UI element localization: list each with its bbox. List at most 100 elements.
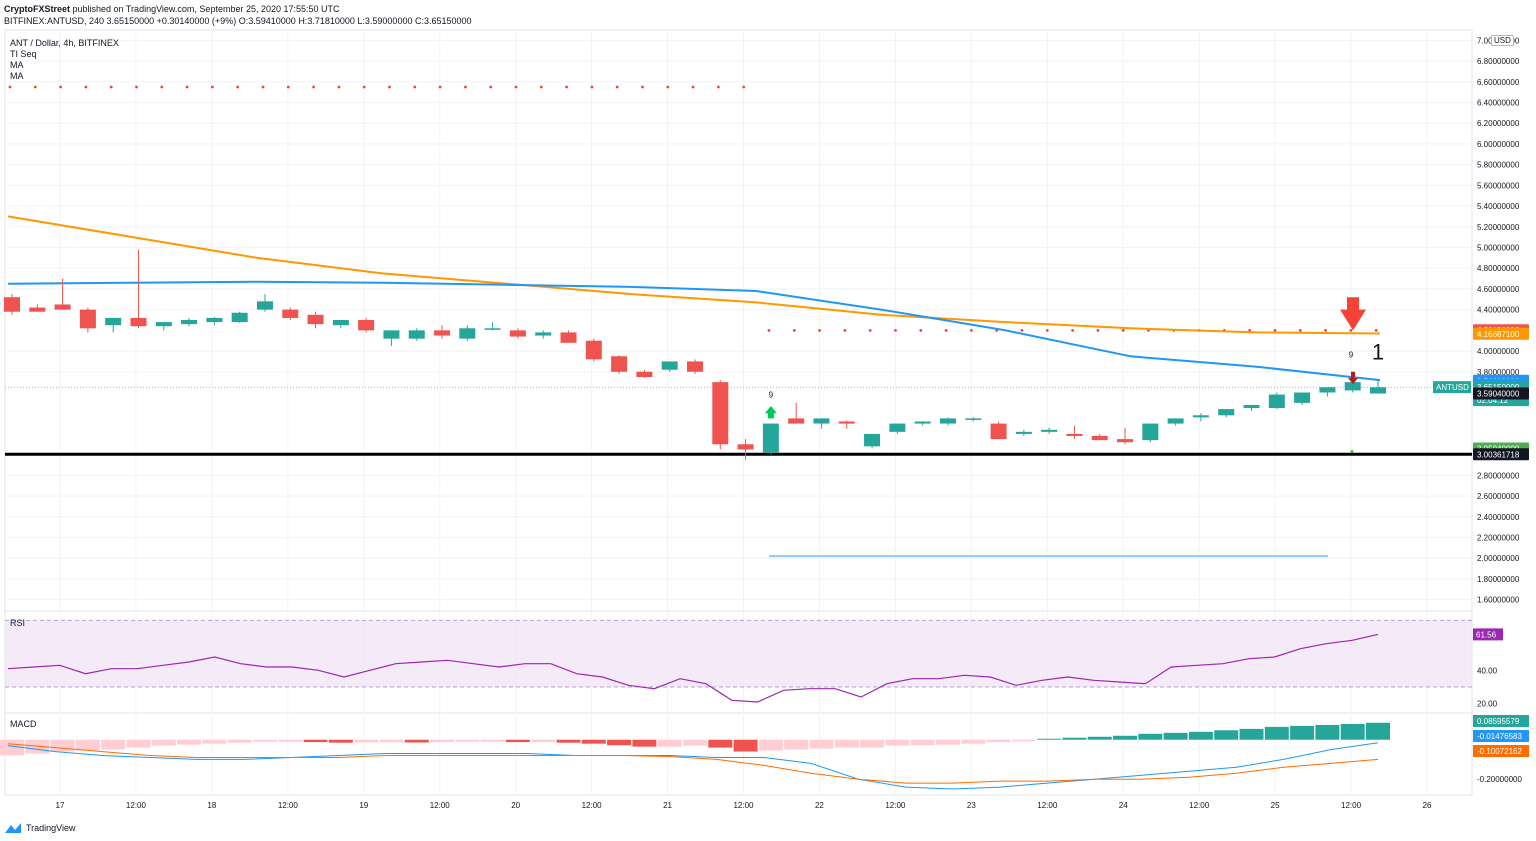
candle-body: [1218, 409, 1235, 416]
rsi-tag-label: 61.56: [1476, 630, 1497, 639]
ti-seq-dot: [1045, 328, 1049, 332]
candle-body: [864, 433, 881, 447]
macd-histogram-bar: [1290, 725, 1315, 740]
ti-seq-dot: [438, 85, 442, 89]
candle-body: [1344, 382, 1361, 391]
ti-seq-dot: [84, 85, 88, 89]
ti-seq-dot: [590, 85, 594, 89]
candle-body: [1268, 394, 1285, 409]
y-tick-label: 5.40000000: [1477, 202, 1520, 211]
macd-histogram-bar: [252, 739, 277, 742]
macd-signal-line: [7, 743, 1379, 784]
macd-tag-label: -0.10072162: [1477, 747, 1522, 756]
macd-histogram-bar: [430, 739, 455, 743]
ti-seq-dot: [615, 85, 619, 89]
ti-seq-dot: [1071, 328, 1074, 332]
x-tick-label: 26: [1423, 801, 1432, 810]
candle-body: [965, 418, 982, 420]
candle-body: [1370, 387, 1386, 394]
candle-body: [788, 418, 805, 424]
ti-seq-dot: [691, 85, 695, 89]
symbol-label: BITFINEX:ANTUSD, 240: [4, 16, 105, 26]
currency-button[interactable]: USD: [1491, 35, 1514, 46]
ti-seq-dot: [489, 85, 493, 89]
candle-body: [130, 317, 147, 327]
candle-body: [1192, 415, 1209, 418]
y-tick-label: 6.60000000: [1477, 78, 1520, 87]
ti-seq-dot: [59, 85, 62, 89]
macd-histogram-bar: [708, 739, 733, 748]
candle-body: [29, 307, 46, 312]
candle-body: [54, 304, 71, 310]
y-tick-label: 5.80000000: [1477, 161, 1520, 170]
price-tag: 3.00361718: [1473, 448, 1529, 461]
rsi-tag-bg: [1473, 628, 1503, 641]
rsi-legend[interactable]: RSI: [10, 618, 26, 628]
macd-histogram-bar: [860, 739, 885, 748]
candle-body: [585, 340, 602, 360]
y-tick-label: 3.80000000: [1477, 368, 1520, 377]
candle-body: [1066, 433, 1083, 436]
ti-seq-dot: [742, 85, 746, 89]
macd-histogram-bar: [1264, 726, 1289, 740]
macd-value-tag: -0.10072162: [1473, 745, 1529, 757]
ti-seq-dot: [944, 328, 948, 332]
ti-seq-dot: [8, 85, 12, 89]
macd-histogram-bar: [834, 739, 859, 748]
macd-histogram-bar: [379, 739, 404, 743]
signal-dot: [1350, 450, 1354, 454]
sell-arrow-icon: [1340, 297, 1366, 331]
y-tick-label: 2.60000000: [1477, 492, 1520, 501]
macd-histogram-bar: [1366, 722, 1390, 740]
price-tag-label: 3.00361718: [1477, 450, 1520, 459]
close-value: 3.65150000: [423, 16, 472, 26]
y-tick-label: 2.20000000: [1477, 534, 1520, 543]
annotation-label: 9: [1349, 350, 1354, 359]
publish-line: CryptoFXStreet published on TradingView.…: [4, 3, 340, 15]
candle-body: [282, 309, 299, 318]
ti-seq-dot: [818, 328, 821, 332]
y-tick-label: 6.20000000: [1477, 119, 1520, 128]
legend-item-ma-2[interactable]: MA: [10, 71, 24, 81]
candle-body: [1294, 392, 1311, 403]
last-price: 3.65150000: [106, 16, 155, 26]
candle-body: [762, 423, 779, 453]
y-tick-label: 2.80000000: [1477, 471, 1520, 480]
ti-seq-dot: [1298, 328, 1302, 332]
legend-title[interactable]: ANT / Dollar, 4h, BITFINEX: [10, 38, 119, 48]
ti-seq-dot: [843, 328, 847, 332]
x-tick-label: 12:00: [126, 801, 147, 810]
candle-body: [434, 330, 451, 336]
legend-item-ti-seq[interactable]: TI Seq: [10, 49, 37, 59]
footer: TradingView: [4, 822, 76, 834]
annotation-label-large: 1: [1372, 339, 1384, 364]
legend-item-ma-1[interactable]: MA: [10, 60, 24, 70]
macd-histogram-bar: [1011, 739, 1036, 742]
candle-body: [712, 382, 729, 445]
macd-histogram-bar: [101, 739, 126, 750]
ti-seq-dot: [539, 85, 543, 89]
candle-body: [484, 328, 501, 330]
macd-histogram-bar: [151, 739, 176, 746]
ti-seq-dot: [135, 85, 138, 89]
candle-body: [535, 332, 552, 336]
x-tick-label: 12:00: [733, 801, 754, 810]
macd-histogram-bar: [177, 739, 202, 745]
candle-body: [105, 317, 122, 326]
high-label: H:: [298, 16, 308, 26]
footer-brand[interactable]: TradingView: [26, 823, 76, 833]
ti-seq-dot: [919, 328, 923, 332]
price-tag-label: 02:04:12: [1477, 396, 1509, 405]
macd-histogram-bar: [404, 739, 429, 743]
ti-seq-dot: [1324, 328, 1327, 332]
macd-legend[interactable]: MACD: [10, 719, 37, 729]
y-tick-label: 1.60000000: [1477, 596, 1520, 605]
ti-seq-dot: [261, 85, 265, 89]
ti-seq-dot: [565, 85, 568, 89]
x-tick-label: 23: [967, 801, 976, 810]
ohlc-line: BITFINEX:ANTUSD, 240 3.65150000 +0.30140…: [4, 15, 472, 27]
ti-seq-dot: [1349, 328, 1353, 332]
macd-histogram-bar: [1087, 736, 1112, 740]
y-tick-label: 5.60000000: [1477, 181, 1520, 190]
